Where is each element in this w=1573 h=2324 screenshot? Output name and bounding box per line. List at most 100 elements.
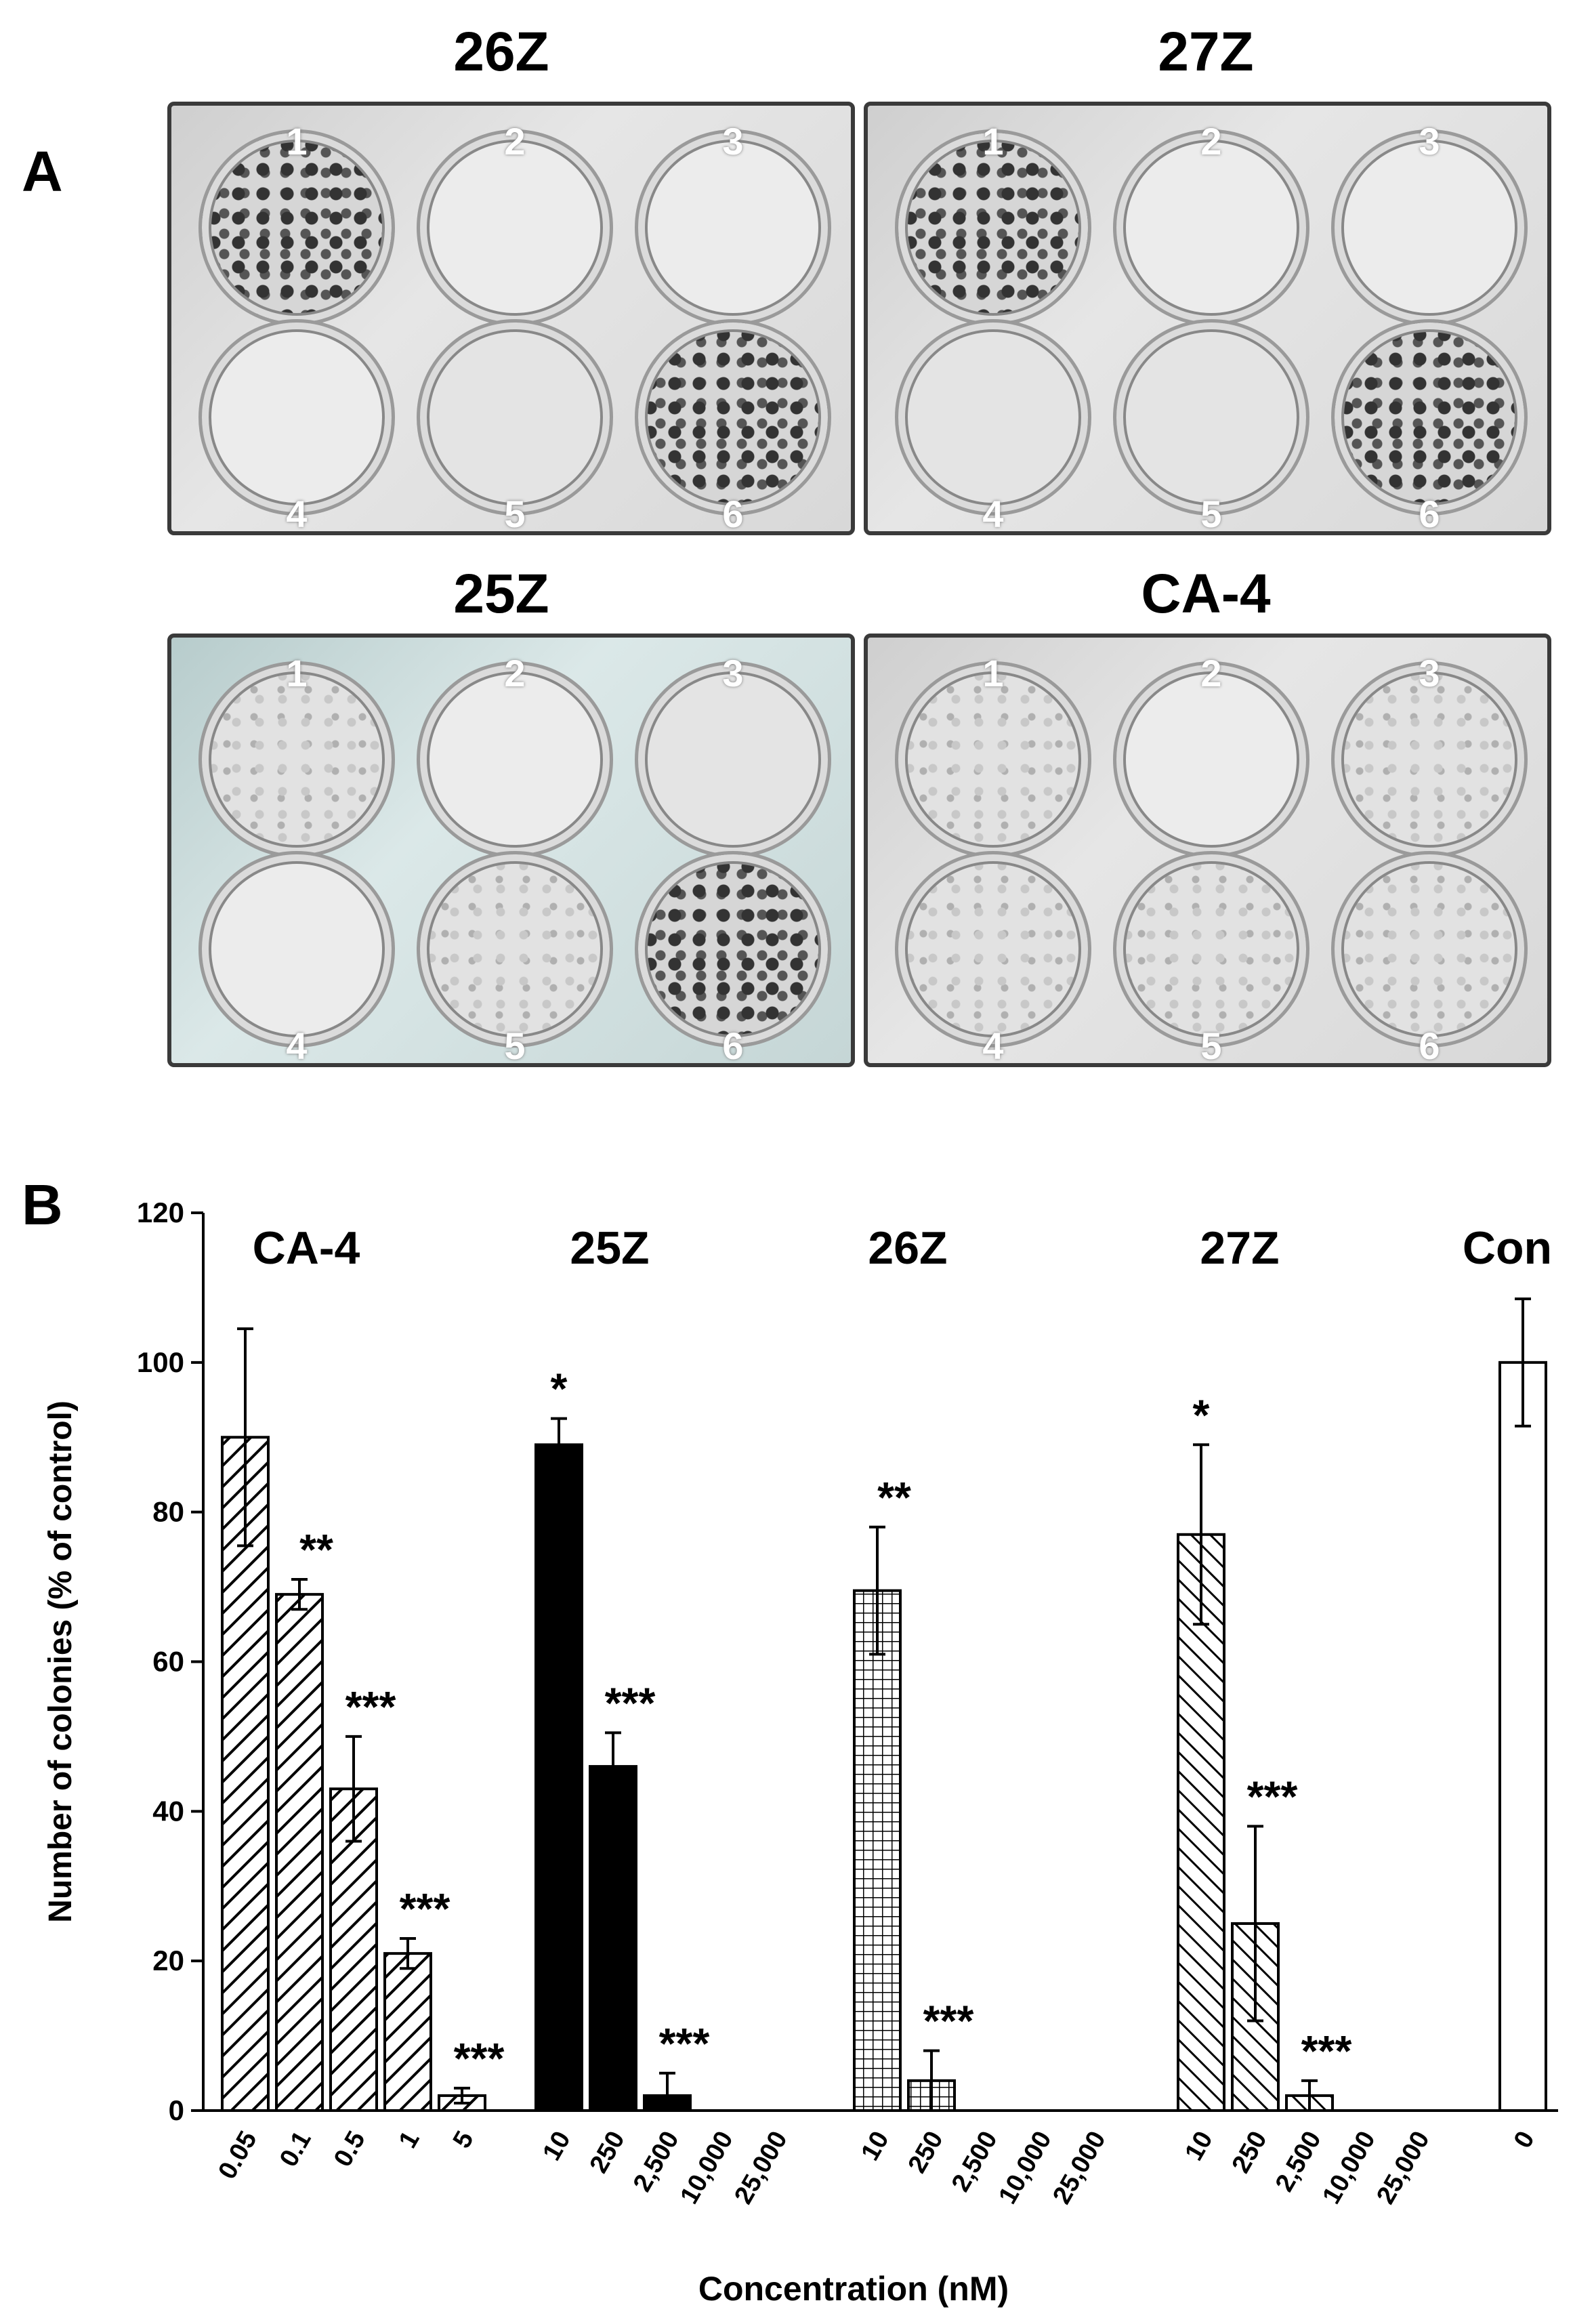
x-tick-label: 1 xyxy=(394,2127,425,2153)
x-tick-label: 250 xyxy=(1227,2127,1273,2178)
plate-title-2: 27Z xyxy=(1158,21,1254,83)
well-number: 5 xyxy=(504,1024,526,1067)
x-tick-label: 2,500 xyxy=(946,2127,1003,2197)
bar xyxy=(643,2094,692,2113)
bar xyxy=(853,1589,902,2113)
x-tick-label: 5 xyxy=(448,2127,480,2153)
well-5 xyxy=(417,851,613,1047)
y-tick-label: 120 xyxy=(137,1197,184,1228)
culture-plate-26z: 1 2 3 4 5 6 xyxy=(167,102,855,535)
well-number: 1 xyxy=(286,652,308,694)
significance-marker: *** xyxy=(1247,1772,1298,1821)
y-tick-label: 80 xyxy=(152,1496,184,1528)
x-tick-label: 0.5 xyxy=(329,2127,371,2172)
well-6 xyxy=(635,319,831,516)
well-1 xyxy=(895,129,1091,326)
culture-plate-ca4: 1 2 3 4 5 6 xyxy=(864,634,1551,1067)
significance-marker: ** xyxy=(299,1525,333,1574)
significance-marker: * xyxy=(551,1365,568,1413)
well-4 xyxy=(895,851,1091,1047)
group-label: Con xyxy=(1463,1222,1552,1274)
well-number: 5 xyxy=(504,493,526,535)
well-6 xyxy=(635,851,831,1047)
significance-marker: *** xyxy=(454,2034,505,2083)
y-tick-label: 100 xyxy=(137,1346,184,1378)
x-tick-label: 10,000 xyxy=(675,2127,738,2209)
plate-title-1: 26Z xyxy=(453,21,549,83)
significance-marker: * xyxy=(1193,1390,1210,1439)
bar xyxy=(1177,1533,1225,2113)
culture-plate-25z: 1 2 3 4 5 6 xyxy=(167,634,855,1067)
well-number: 2 xyxy=(504,120,526,163)
well-number: 6 xyxy=(1419,1024,1440,1067)
well-2 xyxy=(1113,129,1309,326)
well-number: 4 xyxy=(982,1024,1004,1067)
well-number: 2 xyxy=(504,652,526,694)
x-tick-label: 0.05 xyxy=(213,2127,262,2184)
x-axis-title: Concentration (nM) xyxy=(698,2270,1009,2308)
bar xyxy=(221,1436,270,2112)
well-4 xyxy=(895,319,1091,516)
x-tick-label: 250 xyxy=(585,2127,631,2178)
significance-marker: *** xyxy=(1301,2027,1352,2075)
well-6 xyxy=(1331,851,1528,1047)
x-tick-label: 25,000 xyxy=(1047,2127,1111,2209)
plate-title-4: CA-4 xyxy=(1141,563,1271,625)
well-number: 4 xyxy=(286,1024,308,1067)
well-4 xyxy=(198,851,395,1047)
x-tick-label: 10,000 xyxy=(1317,2127,1381,2209)
well-1 xyxy=(198,661,395,858)
culture-plate-27z: 1 2 3 4 5 6 xyxy=(864,102,1551,535)
bar xyxy=(329,1787,378,2112)
well-5 xyxy=(417,319,613,516)
well-5 xyxy=(1113,319,1309,516)
significance-marker: *** xyxy=(605,1678,656,1727)
group-label: CA-4 xyxy=(253,1222,360,1274)
well-6 xyxy=(1331,319,1528,516)
well-number: 1 xyxy=(982,652,1004,694)
y-tick-label: 40 xyxy=(152,1795,184,1827)
significance-marker: ** xyxy=(877,1473,911,1522)
well-number: 5 xyxy=(1200,1024,1222,1067)
x-tick-label: 250 xyxy=(903,2127,949,2178)
well-1 xyxy=(895,661,1091,858)
x-tick-label: 2,500 xyxy=(628,2127,685,2197)
x-tick-label: 10 xyxy=(1179,2127,1219,2166)
x-tick-label: 0 xyxy=(1509,2127,1540,2153)
y-axis-title: Number of colonies (% of control) xyxy=(43,1400,79,1923)
x-tick-label: 2,500 xyxy=(1270,2127,1327,2197)
bar xyxy=(534,1443,583,2113)
well-number: 2 xyxy=(1200,120,1222,163)
bar xyxy=(589,1765,637,2112)
x-tick-label: 10 xyxy=(856,2127,895,2166)
bar xyxy=(275,1593,324,2112)
well-number: 3 xyxy=(722,652,744,694)
well-number: 2 xyxy=(1200,652,1222,694)
significance-marker: *** xyxy=(400,1884,450,1933)
y-tick-label: 20 xyxy=(152,1945,184,1976)
significance-marker: *** xyxy=(659,2019,710,2068)
bar xyxy=(438,2094,486,2113)
panel-b-label: B xyxy=(22,1173,63,1237)
well-3 xyxy=(1331,661,1528,858)
well-number: 4 xyxy=(286,493,308,535)
well-number: 1 xyxy=(286,120,308,163)
x-tick-label: 10,000 xyxy=(993,2127,1057,2209)
x-tick-label: 25,000 xyxy=(729,2127,793,2209)
well-number: 3 xyxy=(1419,652,1440,694)
well-number: 6 xyxy=(722,1024,744,1067)
significance-marker: *** xyxy=(923,1997,974,2046)
well-number: 3 xyxy=(1419,120,1440,163)
bar xyxy=(383,1952,432,2112)
x-tick-label: 10 xyxy=(537,2127,576,2166)
x-tick-label: 25,000 xyxy=(1371,2127,1435,2209)
well-5 xyxy=(1113,851,1309,1047)
group-label: 26Z xyxy=(868,1222,947,1274)
well-number: 6 xyxy=(722,493,744,535)
bar xyxy=(1285,2094,1334,2113)
x-tick-label: 0.1 xyxy=(274,2127,317,2172)
well-number: 4 xyxy=(982,493,1004,535)
well-number: 3 xyxy=(722,120,744,163)
bar xyxy=(1498,1361,1547,2112)
well-4 xyxy=(198,319,395,516)
